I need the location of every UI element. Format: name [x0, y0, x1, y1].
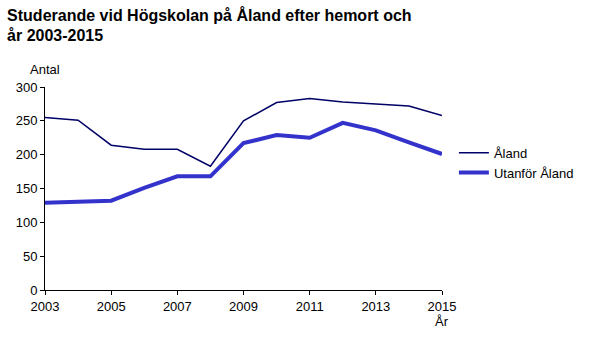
svg-text:50: 50 — [23, 249, 37, 264]
svg-text:Antal: Antal — [30, 62, 60, 77]
svg-text:300: 300 — [16, 80, 38, 95]
svg-text:2013: 2013 — [361, 299, 390, 314]
svg-text:100: 100 — [16, 215, 38, 230]
svg-text:2015: 2015 — [428, 299, 457, 314]
svg-text:150: 150 — [16, 181, 38, 196]
svg-text:2005: 2005 — [97, 299, 126, 314]
svg-text:250: 250 — [16, 113, 38, 128]
svg-text:2011: 2011 — [296, 299, 324, 314]
svg-text:Åland: Åland — [494, 146, 527, 161]
svg-text:0: 0 — [30, 283, 37, 298]
svg-text:200: 200 — [16, 147, 38, 162]
svg-text:2009: 2009 — [229, 299, 258, 314]
svg-text:2003: 2003 — [31, 299, 60, 314]
svg-text:Studerande vid Högskolan på Ål: Studerande vid Högskolan på Åland efter … — [7, 6, 412, 45]
svg-text:År: År — [435, 314, 449, 329]
svg-text:Utanför Åland: Utanför Åland — [494, 166, 574, 181]
svg-text:2007: 2007 — [163, 299, 192, 314]
